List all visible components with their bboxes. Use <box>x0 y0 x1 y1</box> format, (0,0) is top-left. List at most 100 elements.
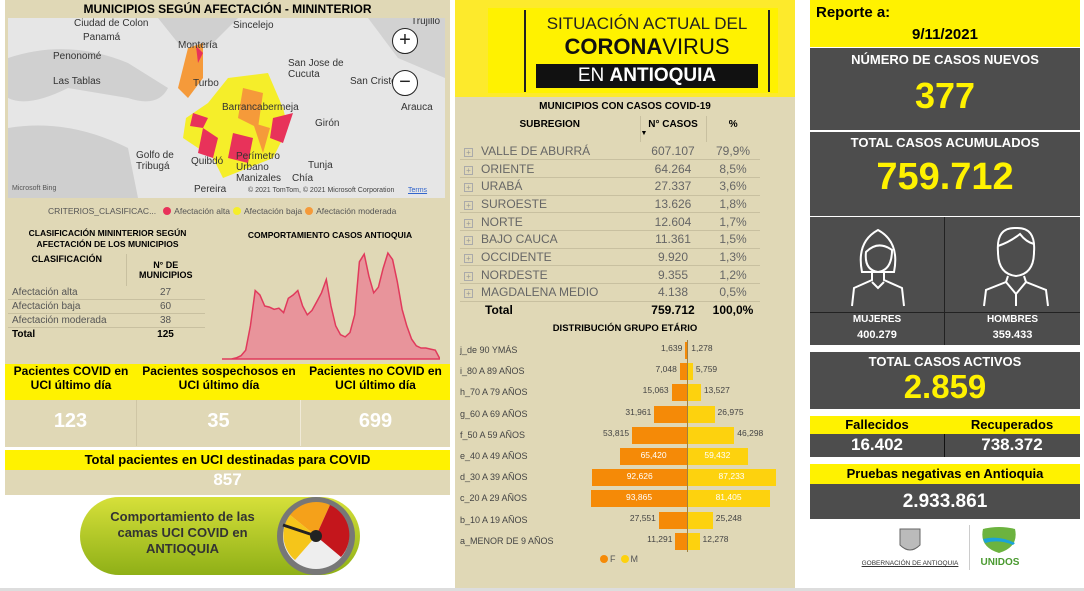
table-row[interactable]: + VALLE DE ABURRÁ 607.107 79,9% <box>460 142 760 161</box>
subregion-name[interactable]: + URABÁ <box>460 177 640 196</box>
age-label: g_60 A 69 AÑOS <box>460 408 528 419</box>
bar-male[interactable] <box>687 426 735 444</box>
expand-icon[interactable]: + <box>464 218 473 228</box>
female-value-label: 1,639 <box>661 343 683 353</box>
cases-cell: 11.361 <box>640 230 706 249</box>
header-line1: SITUACIÓN ACTUAL DEL <box>546 14 748 33</box>
cell: 60 <box>126 299 205 314</box>
bar-female[interactable] <box>620 448 687 465</box>
map-legend: CRITERIOS_CLASIFICAC... Afectación alta … <box>48 206 396 216</box>
subregion-label: MAGDALENA MEDIO <box>481 285 599 300</box>
bar-male[interactable] <box>687 469 777 487</box>
total-cases: 759.712 <box>651 303 695 318</box>
expand-icon[interactable]: + <box>464 200 473 210</box>
table-total: Total 125 <box>8 328 205 342</box>
uci-value: 123 <box>5 400 137 446</box>
uci-col: Pacientes sospechosos en UCI último día 3… <box>137 364 301 446</box>
subregion-name[interactable]: + VALLE DE ABURRÁ <box>460 142 640 161</box>
report-date-box: Reporte a: 9/11/2021 <box>810 0 1080 47</box>
deaths-value: 16.402 <box>851 435 903 454</box>
cases-cell: 9.920 <box>640 248 706 267</box>
header-en: EN <box>577 65 610 86</box>
cell: 27 <box>126 286 205 300</box>
subregion-name[interactable]: + ORIENTE <box>460 159 640 178</box>
zoom-out-button[interactable]: − <box>392 70 418 96</box>
bar-female[interactable] <box>685 342 687 359</box>
bar-male[interactable] <box>687 532 700 550</box>
cases-cell: 607.107 <box>640 142 706 161</box>
expand-icon[interactable]: + <box>464 236 473 246</box>
bar-male[interactable] <box>687 405 715 423</box>
new-cases-label: NÚMERO DE CASOS NUEVOS <box>851 52 1039 67</box>
bar-female[interactable] <box>592 469 687 487</box>
expand-icon[interactable]: + <box>464 253 473 263</box>
uci-columns: Pacientes COVID en UCI último día 123 Pac… <box>5 364 450 446</box>
bar-female[interactable] <box>675 532 687 550</box>
table-row[interactable]: + OCCIDENTE 9.920 1,3% <box>460 248 760 267</box>
table-row[interactable]: + NORTE 12.604 1,7% <box>460 212 760 231</box>
bar-male[interactable] <box>687 511 713 529</box>
expand-icon[interactable]: + <box>464 271 473 281</box>
expand-icon[interactable]: + <box>464 165 473 175</box>
map-label: Ciudad de Colon <box>74 18 149 29</box>
col-header-sorted[interactable]: N° CASOS ▼ <box>639 116 706 142</box>
uci-label: Pacientes COVID en UCI último día <box>13 364 129 392</box>
expand-icon[interactable]: + <box>464 183 473 193</box>
new-cases-value: 377 <box>914 75 976 116</box>
subregion-name[interactable]: + NORDESTE <box>460 265 640 284</box>
bar-female[interactable] <box>658 511 687 529</box>
bar-male[interactable] <box>687 490 771 508</box>
negative-tests-label: Pruebas negativas en Antioquia <box>810 464 1080 484</box>
female-value-label: 92,626 <box>626 471 653 482</box>
male-value-label: 26,975 <box>717 406 744 417</box>
percent-cell: 1,3% <box>706 248 760 267</box>
map-label: Perímetro Urbano Manizales <box>236 151 282 184</box>
table-row[interactable]: + ORIENTE 64.264 8,5% <box>460 159 760 178</box>
map[interactable]: Ciudad de Colon Panamá Penonomé Las Tabl… <box>8 18 445 198</box>
table-row[interactable]: + NORDESTE 9.355 1,2% <box>460 265 760 284</box>
man-icon <box>983 226 1049 307</box>
table-row[interactable]: + URABÁ 27.337 3,6% <box>460 177 760 196</box>
subregion-name[interactable]: + SUROESTE <box>460 195 640 214</box>
legend-item: F <box>610 554 616 564</box>
subregion-name[interactable]: + OCCIDENTE <box>460 248 640 267</box>
bar-male[interactable] <box>687 448 748 465</box>
expand-icon[interactable]: + <box>464 289 473 299</box>
subregion-label: NORDESTE <box>481 267 548 282</box>
uci-total-value: 857 <box>213 470 242 489</box>
zoom-in-button[interactable]: + <box>392 28 418 54</box>
active-cases-value: 2.859 <box>903 368 987 405</box>
bar-female[interactable] <box>679 363 687 381</box>
table-row[interactable]: + SUROESTE 13.626 1,8% <box>460 195 760 214</box>
map-canvas <box>8 18 445 198</box>
subregion-label: URABÁ <box>481 179 523 194</box>
subregion-name[interactable]: + MAGDALENA MEDIO <box>460 283 640 302</box>
terms-link[interactable]: Terms <box>408 187 428 194</box>
age-label: c_20 A 29 AÑOS <box>460 493 528 504</box>
map-label: Chía <box>292 173 314 184</box>
bar-female[interactable] <box>654 405 687 423</box>
table-row[interactable]: + BAJO CAUCA 11.361 1,5% <box>460 230 760 249</box>
legend-title: CRITERIOS_CLASIFICAC... <box>48 206 157 216</box>
subregion-name[interactable]: + BAJO CAUCA <box>460 230 640 249</box>
bar-female[interactable] <box>632 426 687 444</box>
age-label: e_40 A 49 AÑOS <box>460 451 528 461</box>
map-label: Las Tablas <box>53 76 101 87</box>
percent-cell: 1,2% <box>706 265 760 284</box>
bar-female[interactable] <box>591 490 687 508</box>
woman-icon <box>851 228 905 307</box>
table-row[interactable]: + MAGDALENA MEDIO 4.138 0,5% <box>460 283 760 302</box>
bar-male[interactable] <box>687 384 701 402</box>
map-attribution: © 2021 TomTom, © 2021 Microsoft Corporat… <box>248 187 395 194</box>
bar-female[interactable] <box>671 384 687 402</box>
legend-item: Afectación alta <box>174 206 230 216</box>
expand-icon[interactable]: + <box>464 147 473 157</box>
uci-beds-banner[interactable]: Comportamiento de las camas UCI COVID en… <box>80 497 360 575</box>
coat-of-arms-icon <box>899 528 921 551</box>
subregion-label: VALLE DE ABURRÁ <box>481 143 591 158</box>
subregion-name[interactable]: + NORTE <box>460 212 640 231</box>
bar-male[interactable] <box>687 363 693 381</box>
subregion-title: MUNICIPIOS CON CASOS COVID-19 <box>539 101 711 112</box>
map-label: San Cristób <box>350 76 403 87</box>
